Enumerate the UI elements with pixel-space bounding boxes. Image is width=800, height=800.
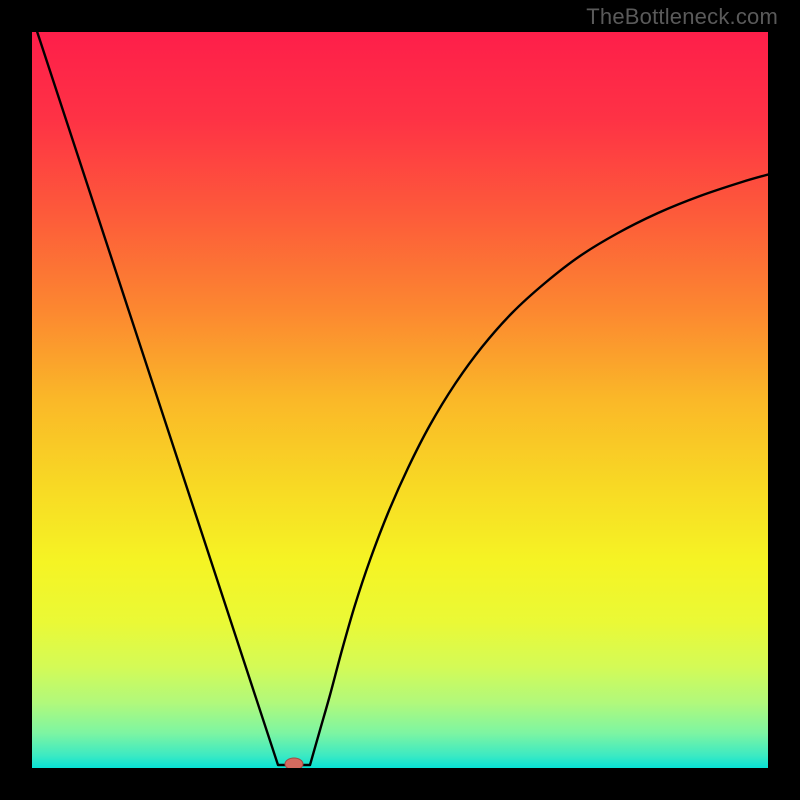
- plot-frame-border: [30, 30, 770, 770]
- watermark-text: TheBottleneck.com: [586, 4, 778, 30]
